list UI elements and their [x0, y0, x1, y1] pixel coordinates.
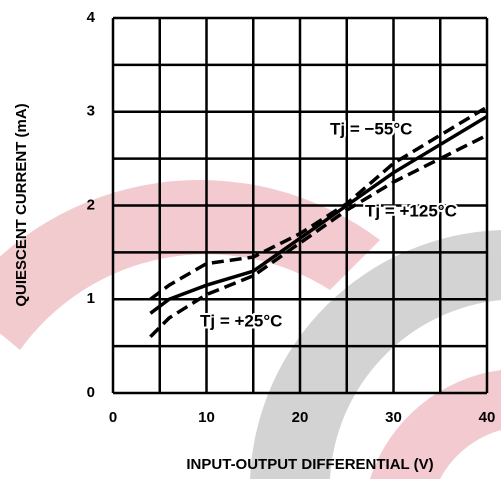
series-annotation: Tj = +25°C: [200, 311, 282, 330]
y-axis-label: QUIESCENT CURRENT (mA): [13, 103, 30, 306]
series-annotation: Tj = +125°C: [365, 201, 457, 220]
y-tick-label: 1: [87, 290, 95, 307]
x-tick-label: 10: [198, 409, 215, 426]
y-tick-label: 0: [87, 384, 95, 401]
x-tick-label: 40: [479, 409, 496, 426]
x-tick-label: 0: [109, 409, 117, 426]
series-line: [149, 114, 488, 315]
x-tick-label: 20: [292, 409, 309, 426]
watermark: [0, 180, 501, 479]
x-axis-label: INPUT-OUTPUT DIFFERENTIAL (V): [186, 456, 433, 473]
series-line: [149, 105, 488, 301]
x-tick-label: 30: [385, 409, 402, 426]
y-tick-label: 2: [87, 196, 95, 213]
y-tick-label: 3: [87, 103, 95, 120]
series-annotation: Tj = −55°C: [330, 119, 412, 138]
series-line: [149, 133, 488, 338]
y-tick-label: 4: [87, 9, 96, 26]
